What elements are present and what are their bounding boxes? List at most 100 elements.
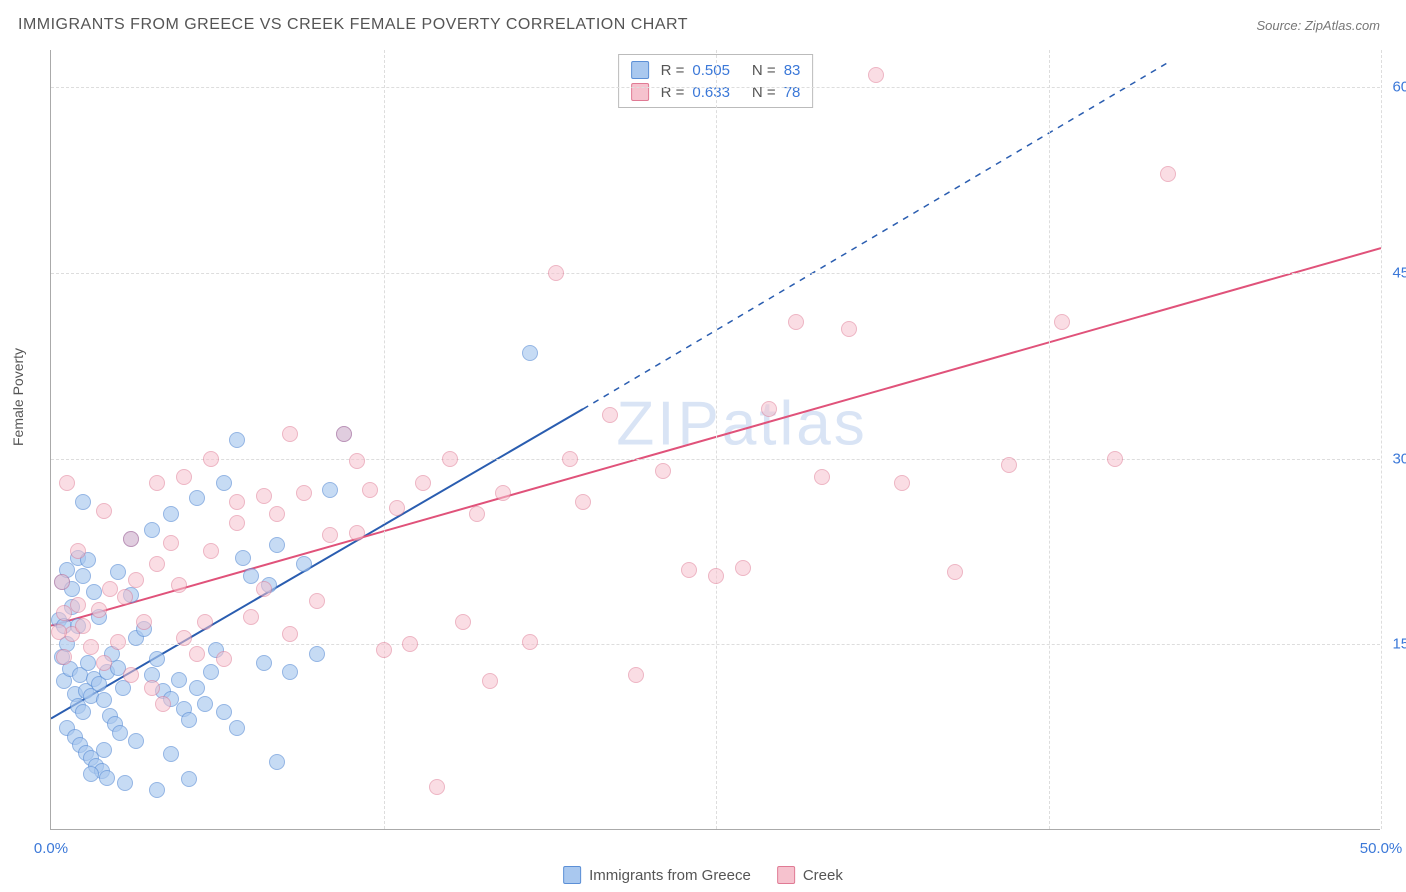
scatter-point [54,574,70,590]
scatter-point [429,779,445,795]
scatter-point [322,527,338,543]
legend-item-creek: Creek [777,866,843,884]
scatter-point [96,692,112,708]
scatter-point [235,550,251,566]
scatter-point [197,614,213,630]
scatter-point [309,593,325,609]
scatter-point [176,469,192,485]
y-axis-label: Female Poverty [10,348,26,446]
scatter-point [181,771,197,787]
scatter-point [96,655,112,671]
scatter-point [1107,451,1123,467]
scatter-point [86,584,102,600]
scatter-point [181,712,197,728]
scatter-point [269,506,285,522]
scatter-point [51,624,67,640]
scatter-point [117,775,133,791]
scatter-point [163,506,179,522]
scatter-point [349,453,365,469]
scatter-point [256,488,272,504]
scatter-point [575,494,591,510]
scatter-point [189,646,205,662]
scatter-point [176,630,192,646]
n-label: N = [752,62,776,79]
r-label: R = [661,84,685,101]
y-tick-label: 30.0% [1392,450,1406,467]
scatter-point [269,537,285,553]
source-label: Source: ZipAtlas.com [1256,18,1380,33]
scatter-point [189,680,205,696]
scatter-point [136,614,152,630]
scatter-point [814,469,830,485]
scatter-point [349,525,365,541]
x-tick-label: 0.0% [34,840,68,857]
swatch-creek [631,83,649,101]
scatter-point [482,673,498,689]
scatter-point [56,649,72,665]
scatter-point [548,265,564,281]
scatter-point [562,451,578,467]
scatter-point [402,636,418,652]
scatter-point [229,432,245,448]
scatter-point [269,754,285,770]
scatter-point [102,581,118,597]
chart-title: IMMIGRANTS FROM GREECE VS CREEK FEMALE P… [18,16,688,34]
scatter-point [123,667,139,683]
n-label: N = [752,84,776,101]
gridline-v [1049,50,1050,829]
scatter-point [229,720,245,736]
scatter-point [256,655,272,671]
legend-label-creek: Creek [803,867,843,884]
scatter-point [322,482,338,498]
scatter-point [75,618,91,634]
scatter-point [522,634,538,650]
scatter-point [171,577,187,593]
scatter-point [495,485,511,501]
scatter-point [149,556,165,572]
swatch-greece [563,866,581,884]
scatter-point [149,475,165,491]
scatter-point [442,451,458,467]
scatter-point [1054,314,1070,330]
r-value-creek: 0.633 [692,84,730,101]
scatter-point [91,602,107,618]
scatter-point [144,680,160,696]
scatter-point [282,626,298,642]
scatter-point [83,766,99,782]
scatter-point [149,782,165,798]
scatter-point [296,485,312,501]
scatter-point [655,463,671,479]
scatter-point [59,475,75,491]
scatter-point [117,589,133,605]
scatter-point [256,581,272,597]
scatter-point [243,609,259,625]
scatter-point [455,614,471,630]
scatter-point [681,562,697,578]
scatter-point [1001,457,1017,473]
y-tick-label: 60.0% [1392,79,1406,96]
scatter-point [96,742,112,758]
scatter-point [229,494,245,510]
scatter-point [123,531,139,547]
scatter-point [203,451,219,467]
gridline-v [1381,50,1382,829]
scatter-point [336,426,352,442]
scatter-point [171,672,187,688]
scatter-point [112,725,128,741]
scatter-point [522,345,538,361]
scatter-point [80,655,96,671]
scatter-point [282,426,298,442]
scatter-point [229,515,245,531]
series-legend: Immigrants from Greece Creek [563,866,843,884]
scatter-point [99,770,115,786]
scatter-point [110,634,126,650]
scatter-point [947,564,963,580]
chart-container: IMMIGRANTS FROM GREECE VS CREEK FEMALE P… [0,0,1406,892]
scatter-point [376,642,392,658]
scatter-point [110,564,126,580]
scatter-point [216,475,232,491]
scatter-point [128,733,144,749]
scatter-point [75,568,91,584]
legend-label-greece: Immigrants from Greece [589,867,751,884]
scatter-point [628,667,644,683]
